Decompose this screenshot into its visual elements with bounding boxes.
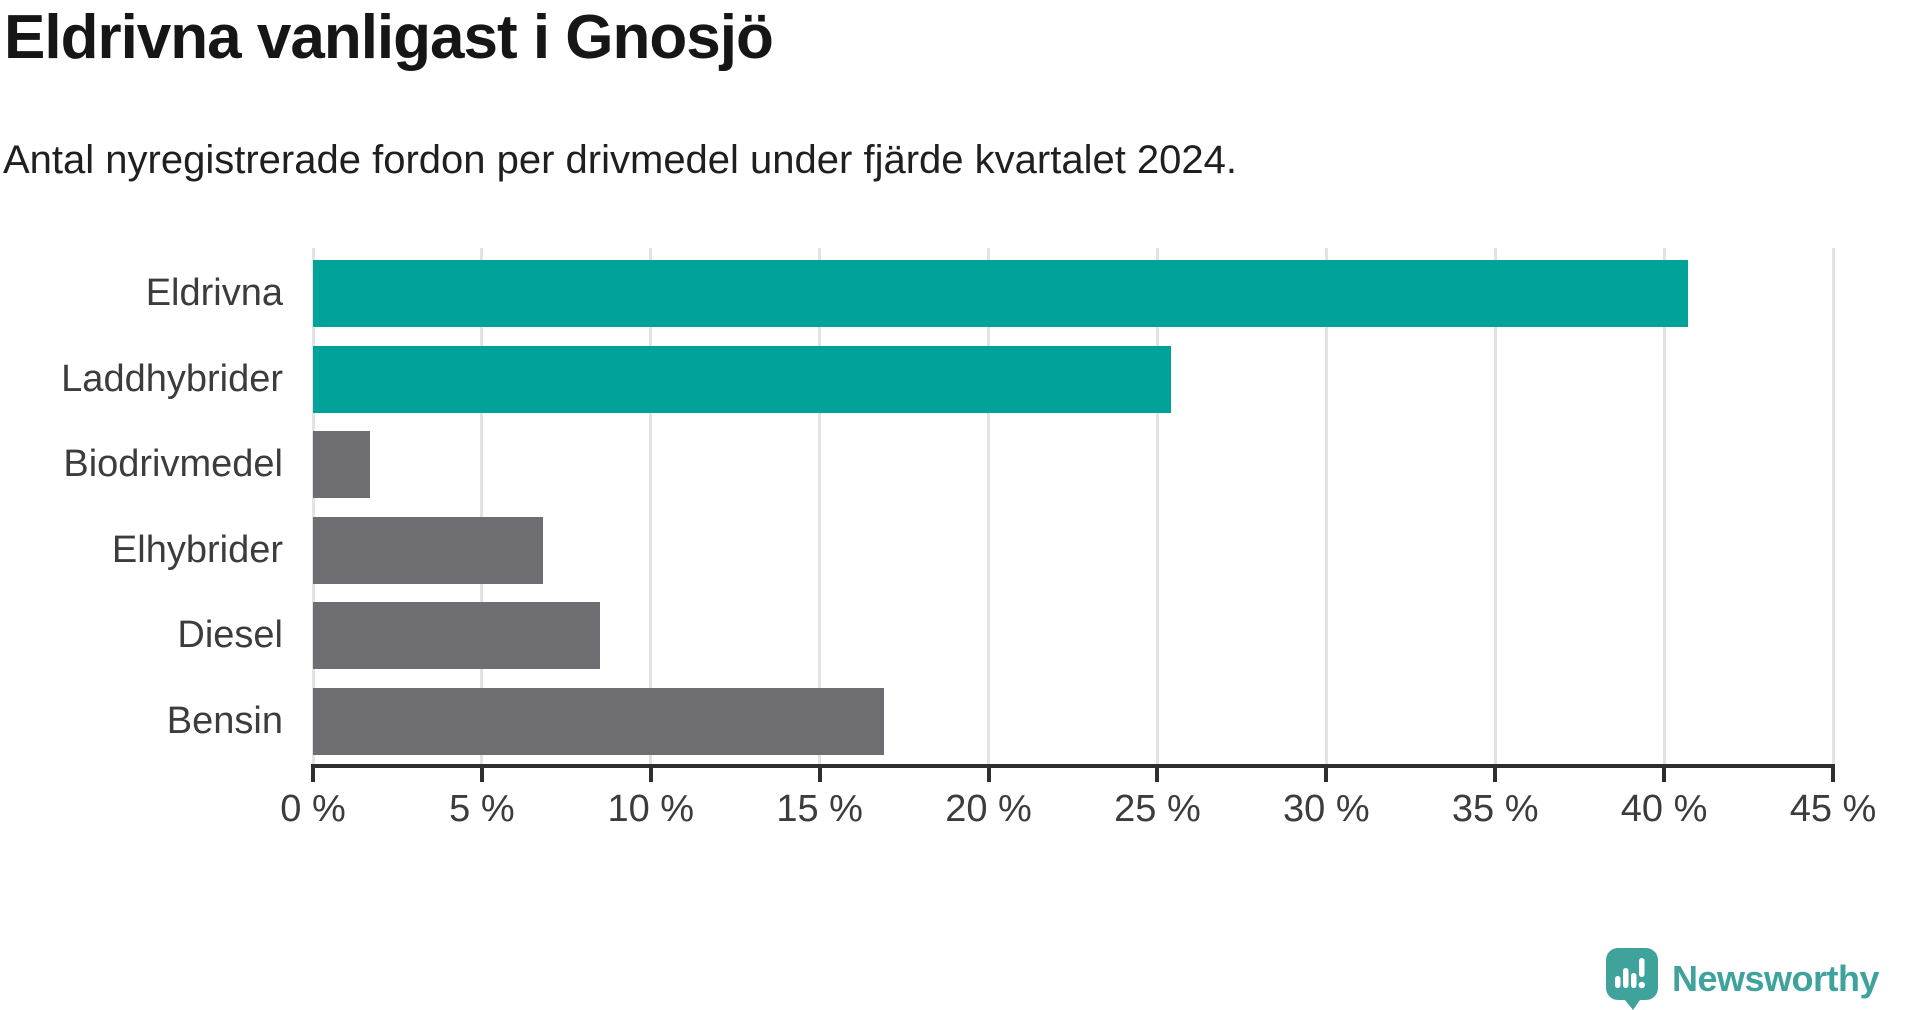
category-label-eldrivna: Eldrivna [145, 272, 283, 314]
x-tick-label-40: 40 % [1620, 788, 1708, 830]
x-tick-label-25: 25 % [1114, 788, 1201, 830]
gridline-30-percent [1324, 248, 1328, 764]
x-tick-label-35: 35 % [1451, 788, 1539, 830]
bar-bensin [313, 688, 884, 755]
brand-logo: Newsworthy [1606, 948, 1880, 1010]
x-tick-mark-5 [479, 764, 484, 782]
x-tick-label-5: 5 % [449, 788, 515, 830]
bar-elhybrider [313, 516, 543, 584]
x-tick-mark-20 [986, 764, 991, 782]
bar-diesel [313, 602, 601, 670]
category-label-elhybrider: Elhybrider [111, 528, 283, 571]
gridline-35-percent [1493, 248, 1497, 764]
category-label-laddhybrider: Laddhybrider [61, 357, 283, 400]
category-label-diesel: Diesel [177, 614, 283, 657]
category-label-bensin: Bensin [166, 700, 283, 742]
brand-name: Newsworthy [1672, 958, 1880, 999]
x-tick-mark-15 [817, 764, 822, 782]
x-tick-label-30: 30 % [1283, 788, 1370, 830]
gridline-0-percent [311, 248, 315, 764]
x-tick-mark-10 [648, 764, 653, 782]
x-tick-label-15: 15 % [776, 788, 863, 830]
gridline-5-percent [480, 248, 484, 764]
x-tick-label-45: 45 % [1789, 788, 1877, 830]
gridline-15-percent [818, 248, 822, 764]
bar-biodrivmedel [313, 431, 371, 499]
page-subtitle: Antal nyregistrerade fordon per drivmede… [3, 138, 1238, 182]
x-tick-mark-40 [1662, 764, 1667, 782]
x-tick-label-10: 10 % [607, 788, 695, 830]
x-tick-mark-45 [1831, 764, 1835, 782]
gridline-20-percent [987, 248, 991, 764]
bar-laddhybrider [313, 345, 1171, 413]
x-tick-mark-25 [1155, 764, 1160, 782]
x-tick-label-0: 0 % [280, 788, 346, 830]
x-tick-mark-35 [1493, 764, 1498, 782]
gridline-45-percent [1831, 248, 1835, 764]
gridline-40-percent [1662, 248, 1666, 764]
newsworthy-speech-bubble-chart-icon [1606, 948, 1658, 1010]
bar-eldrivna [313, 260, 1688, 327]
gridline-25-percent [1155, 248, 1159, 764]
page-title: Eldrivna vanligast i Gnosjö [4, 3, 774, 72]
gridline-10-percent [649, 248, 653, 764]
x-axis-line [311, 764, 1835, 768]
category-label-biodrivmedel: Biodrivmedel [63, 443, 283, 486]
x-tick-mark-30 [1324, 764, 1329, 782]
x-tick-mark-0 [311, 764, 315, 782]
x-tick-label-20: 20 % [945, 788, 1032, 830]
